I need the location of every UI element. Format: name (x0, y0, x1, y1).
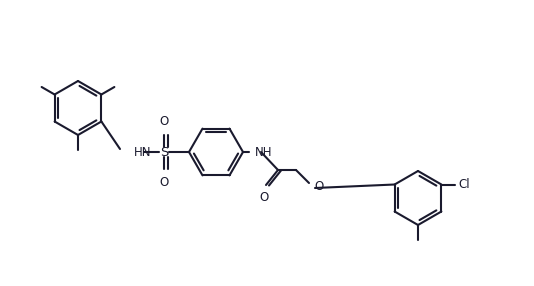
Text: NH: NH (255, 146, 272, 158)
Text: Cl: Cl (458, 178, 470, 191)
Text: O: O (314, 180, 323, 194)
Text: O: O (159, 176, 168, 189)
Text: S: S (160, 146, 168, 158)
Text: HN: HN (134, 146, 152, 158)
Text: O: O (260, 191, 269, 204)
Text: O: O (159, 115, 168, 128)
